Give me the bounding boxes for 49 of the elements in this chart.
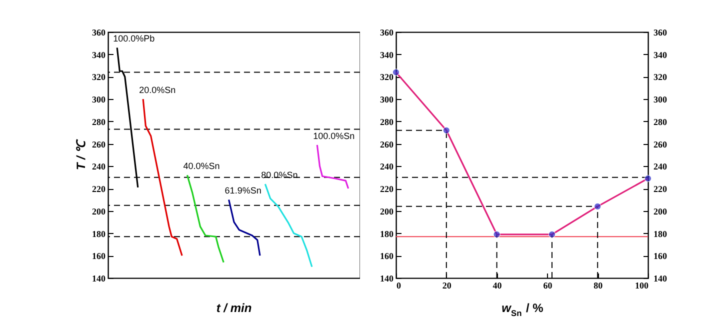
- y-tick-label: 340: [380, 50, 394, 60]
- x-axis-title: t / min: [216, 301, 252, 315]
- series-label: 100.0%Sn: [313, 130, 355, 141]
- y-tick-label: 200: [92, 206, 106, 216]
- series-label: 20.0%Sn: [139, 85, 176, 96]
- y-tick-label: 140: [92, 274, 106, 284]
- y-tick-label: 220: [92, 184, 106, 194]
- y-tick-label: 180: [92, 228, 106, 239]
- y-tick-label: 240: [92, 162, 106, 172]
- y-tick-label: 320: [92, 72, 106, 82]
- y2-tick-label: 360: [654, 28, 668, 38]
- y2-tick-label: 340: [654, 50, 668, 60]
- y2-tick-label: 220: [654, 184, 668, 194]
- y2-tick-label: 320: [654, 72, 668, 82]
- y2-tick-label: 260: [654, 139, 668, 150]
- y-tick-label: 280: [92, 116, 106, 127]
- y-tick-label: 200: [380, 206, 394, 216]
- y-tick-label: 180: [380, 228, 394, 239]
- y-tick-label: 360: [380, 28, 394, 38]
- y2-tick-label: 300: [654, 94, 668, 105]
- y2-tick-label: 180: [654, 228, 668, 239]
- y2-tick-label: 240: [654, 162, 668, 172]
- y-axis-title: T / ℃: [74, 138, 88, 170]
- series-label: 40.0%Sn: [183, 161, 220, 172]
- x-tick-label: 40: [492, 280, 502, 290]
- series-label: 100.0%Pb: [113, 34, 155, 44]
- y2-tick-label: 280: [654, 116, 668, 127]
- y-tick-label: 300: [92, 94, 106, 105]
- y-tick-label: 340: [92, 50, 106, 60]
- y-tick-label: 220: [380, 184, 394, 194]
- y-tick-label: 140: [380, 274, 394, 284]
- y2-tick-label: 160: [654, 251, 668, 262]
- y-tick-label: 240: [380, 162, 394, 172]
- x-tick-label: 20: [442, 280, 452, 290]
- y-tick-label: 280: [380, 116, 394, 127]
- x-tick-label: 60: [543, 280, 553, 290]
- y-tick-label: 360: [92, 28, 106, 38]
- y-tick-label: 260: [92, 139, 106, 150]
- x-tick-label: 0: [396, 280, 402, 290]
- series-label: 61.9%Sn: [224, 186, 262, 196]
- y2-tick-label: 140: [654, 274, 668, 284]
- y2-tick-label: 200: [654, 206, 668, 216]
- y-tick-label: 160: [380, 251, 394, 262]
- x-tick-label: 100: [635, 280, 649, 290]
- y-tick-label: 320: [380, 72, 394, 82]
- y-tick-label: 260: [380, 139, 394, 150]
- x-tick-label: 80: [594, 280, 604, 290]
- y-tick-label: 160: [92, 251, 106, 262]
- y-tick-label: 300: [380, 94, 394, 105]
